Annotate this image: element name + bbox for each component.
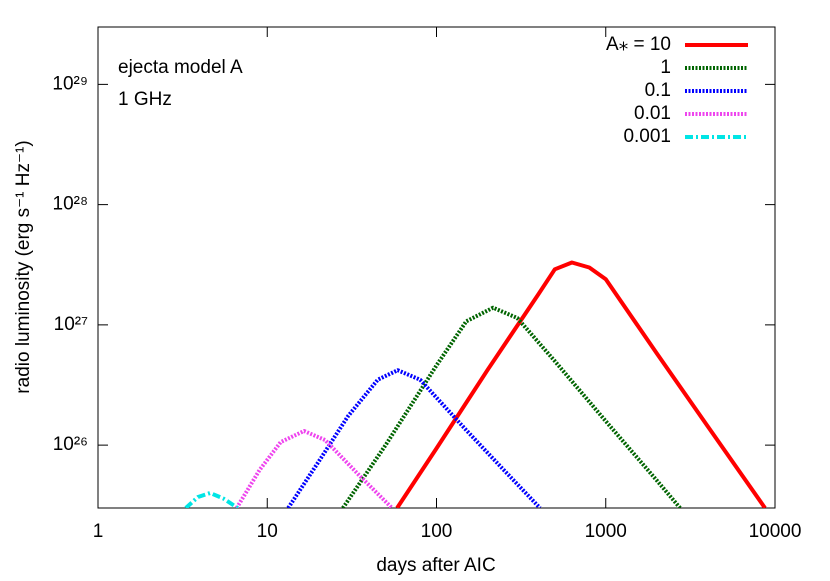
x-tick-label: 1000: [585, 521, 627, 542]
plot-frame: [97, 26, 776, 509]
x-tick-label: 10: [257, 521, 278, 542]
legend-label: 0.1: [645, 80, 671, 101]
y-tick-label: 10²⁶: [53, 434, 88, 455]
y-tick-label: 10²⁸: [53, 194, 88, 215]
series-line: [286, 368, 542, 508]
x-tick-label: 1: [93, 521, 104, 542]
series-line: [341, 305, 682, 508]
x-tick-label: 100: [421, 521, 453, 542]
annotation: ejecta model A: [118, 57, 243, 78]
series-line: [184, 491, 239, 508]
x-tick-label: 10000: [749, 521, 802, 542]
annotation: 1 GHz: [118, 89, 172, 110]
y-tick-label: 10²⁹: [52, 73, 88, 94]
x-axis-label: days after AIC: [376, 555, 495, 576]
y-axis-label: radio luminosity (erg s⁻¹ Hz⁻¹): [13, 140, 34, 393]
legend-label: 0.001: [623, 126, 671, 147]
series-line: [234, 429, 394, 508]
plot-lines: [184, 260, 767, 508]
legend-label: A⁎ = 10: [606, 34, 671, 55]
series-line: [395, 260, 767, 508]
legend-label: 0.01: [634, 103, 671, 124]
y-tick-label: 10²⁷: [54, 314, 88, 335]
legend-label: 1: [660, 57, 671, 78]
